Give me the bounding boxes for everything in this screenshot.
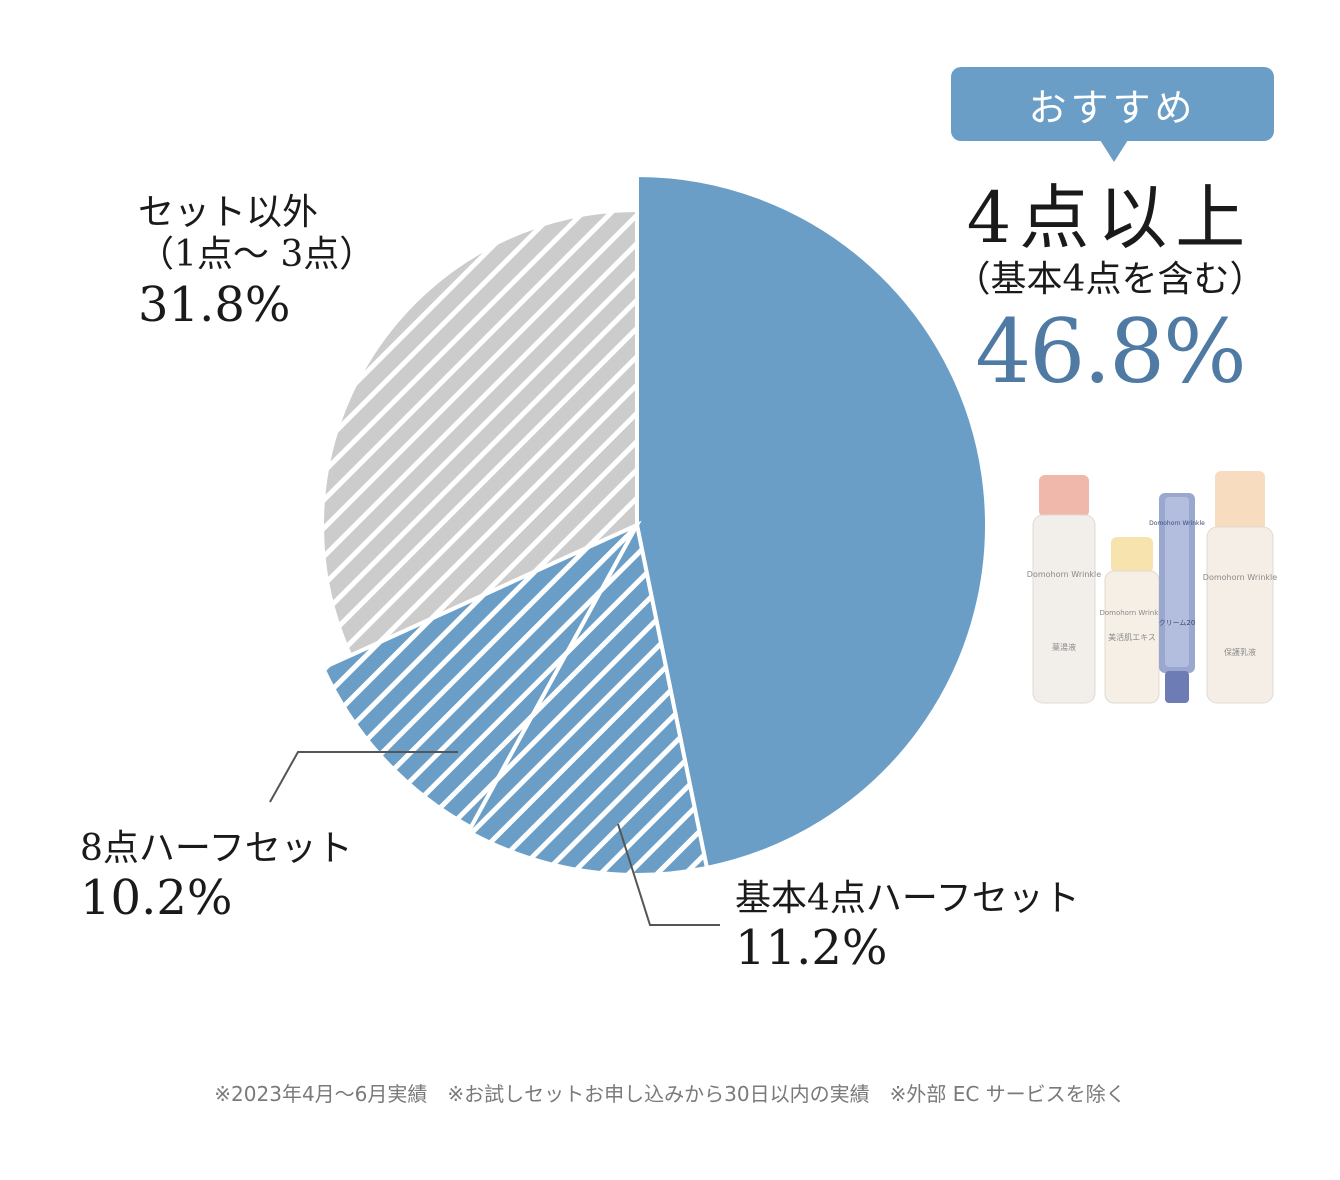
product-bottle-serum: Domohorn Wrinkle 美活肌エキス xyxy=(1099,537,1165,704)
product-tube-cream: Domohorn Wrinkle クリーム20 xyxy=(1149,493,1205,703)
label-eight-half-pct: 10.2% xyxy=(80,870,233,927)
product-bottle-milk: Domohorn Wrinkle 保護乳液 xyxy=(1203,471,1277,704)
svg-text:Domohorn Wrinkle: Domohorn Wrinkle xyxy=(1027,570,1101,579)
label-basic4-half: 基本4点ハーフセット 11.2% xyxy=(735,878,1080,977)
label-basic4-half-pct: 11.2% xyxy=(735,920,888,977)
svg-text:美活肌エキス: 美活肌エキス xyxy=(1108,632,1156,642)
label-basic4-half-name: 基本4点ハーフセット xyxy=(735,878,1080,919)
recommend-pct: 46.8% xyxy=(975,299,1247,403)
recommend-subtitle: （基本4点を含む） xyxy=(954,259,1266,300)
recommend-block: 4点以上 （基本4点を含む） 46.8% xyxy=(940,180,1280,401)
label-other-pct: 31.8% xyxy=(138,276,291,333)
recommend-badge: おすすめ xyxy=(951,67,1274,141)
svg-text:薬湯液: 薬湯液 xyxy=(1052,642,1076,652)
pie-slice-basic4-half xyxy=(465,519,710,877)
label-other: セット以外 （1点〜 3点） 31.8% xyxy=(138,192,375,334)
svg-text:Domohorn Wrinkle: Domohorn Wrinkle xyxy=(1099,609,1164,617)
label-other-range: （1点〜 3点） xyxy=(138,234,376,276)
svg-text:クリーム20: クリーム20 xyxy=(1159,619,1196,627)
svg-text:Domohorn Wrinkle: Domohorn Wrinkle xyxy=(1203,573,1277,582)
leader-line-basic4 xyxy=(617,823,720,926)
product-bottle-lotion: Domohorn Wrinkle 薬湯液 xyxy=(1027,475,1101,704)
recommend-title: 4点以上 xyxy=(966,177,1254,259)
leader-line-8pt xyxy=(269,751,458,803)
pie-slice-4plus xyxy=(635,172,989,871)
svg-text:保護乳液: 保護乳液 xyxy=(1224,647,1256,657)
footnote: ※2023年4月〜6月実績 ※お試しセットお申し込みから30日以内の実績 ※外部… xyxy=(214,1082,1126,1106)
svg-text:Domohorn Wrinkle: Domohorn Wrinkle xyxy=(1149,520,1205,527)
label-eight-half: 8点ハーフセット 10.2% xyxy=(80,828,353,927)
product-image: Domohorn Wrinkle 薬湯液 Domohorn Wrinkle 美活… xyxy=(1027,471,1277,704)
pie-slice-other xyxy=(320,207,639,659)
label-other-name: セット以外 xyxy=(138,192,319,233)
label-eight-half-name: 8点ハーフセット xyxy=(80,828,353,869)
recommend-badge-tail xyxy=(1100,140,1128,162)
